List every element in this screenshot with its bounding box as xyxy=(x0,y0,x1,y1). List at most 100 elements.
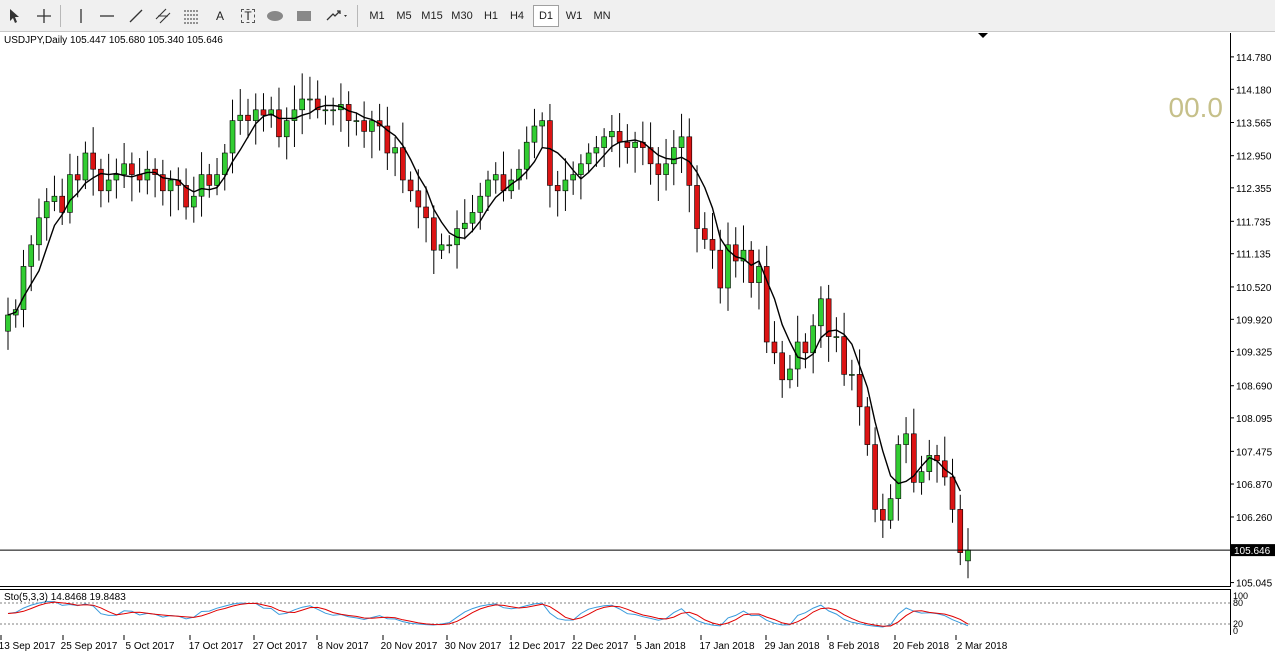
candle-body[interactable] xyxy=(887,498,894,521)
candle-body[interactable] xyxy=(36,217,42,246)
candle-body[interactable] xyxy=(361,120,367,132)
timeframe-w1-button[interactable]: W1 xyxy=(565,10,583,22)
candle-body[interactable] xyxy=(51,195,58,202)
cursor-tool[interactable] xyxy=(4,5,26,27)
candle-body[interactable] xyxy=(98,168,104,192)
candle-body[interactable] xyxy=(330,109,336,112)
candle-body[interactable] xyxy=(144,168,151,181)
candle-body[interactable] xyxy=(291,109,298,121)
candle-body[interactable] xyxy=(570,174,576,181)
candle-body[interactable] xyxy=(678,136,685,148)
price-chart-area[interactable] xyxy=(0,33,1231,587)
timeframe-d1-button[interactable]: D1 xyxy=(533,5,559,27)
candle-body[interactable] xyxy=(268,109,275,116)
candle-body[interactable] xyxy=(20,266,27,310)
candle-body[interactable] xyxy=(214,174,220,186)
candle-body[interactable] xyxy=(562,179,569,192)
rectangle-tool[interactable] xyxy=(293,5,315,27)
candle-body[interactable] xyxy=(353,120,360,122)
candle-body[interactable] xyxy=(787,368,793,381)
fibonacci-tool[interactable] xyxy=(180,5,202,27)
candle-body[interactable] xyxy=(221,152,228,175)
candle-body[interactable] xyxy=(740,249,747,262)
trendline-tool[interactable] xyxy=(125,5,147,27)
candle-body[interactable] xyxy=(322,109,329,112)
timeframe-m15-button[interactable]: M15 xyxy=(421,10,443,22)
candle-body[interactable] xyxy=(523,141,530,170)
candle-body[interactable] xyxy=(895,444,902,499)
candle-body[interactable] xyxy=(59,195,65,213)
candle-body[interactable] xyxy=(609,131,615,138)
candle-body[interactable] xyxy=(794,341,801,370)
candle-body[interactable] xyxy=(5,314,11,332)
candle-body[interactable] xyxy=(90,152,96,170)
candle-body[interactable] xyxy=(957,509,964,553)
candle-body[interactable] xyxy=(82,152,89,181)
candle-body[interactable] xyxy=(415,190,422,208)
timeframe-h4-button[interactable]: H4 xyxy=(509,10,525,22)
candle-body[interactable] xyxy=(276,109,282,138)
candle-body[interactable] xyxy=(601,136,607,148)
candle-body[interactable] xyxy=(856,374,863,408)
candle-body[interactable] xyxy=(949,476,956,510)
candle-body[interactable] xyxy=(833,336,840,338)
candle-body[interactable] xyxy=(113,174,120,181)
candle-body[interactable] xyxy=(554,185,561,192)
candle-body[interactable] xyxy=(911,433,917,483)
candle-body[interactable] xyxy=(461,222,468,229)
candle-body[interactable] xyxy=(400,147,406,181)
vertical-line-tool[interactable] xyxy=(70,5,92,27)
timeframe-m30-button[interactable]: M30 xyxy=(451,10,473,22)
candle-body[interactable] xyxy=(593,147,600,154)
candle-body[interactable] xyxy=(918,471,925,483)
candle-body[interactable] xyxy=(423,206,429,219)
candle-body[interactable] xyxy=(299,98,305,111)
candle-body[interactable] xyxy=(307,98,313,101)
candle-body[interactable] xyxy=(477,195,484,213)
candle-body[interactable] xyxy=(492,174,499,181)
candle-body[interactable] xyxy=(779,352,785,381)
candle-body[interactable] xyxy=(392,147,398,154)
candle-body[interactable] xyxy=(167,179,174,192)
candle-body[interactable] xyxy=(849,374,855,376)
text-label-tool[interactable]: T xyxy=(237,5,259,27)
candle-body[interactable] xyxy=(725,244,731,289)
candle-body[interactable] xyxy=(748,249,755,283)
candle-body[interactable] xyxy=(74,174,81,181)
candle-body[interactable] xyxy=(369,120,375,132)
candle-body[interactable] xyxy=(237,114,244,121)
candle-body[interactable] xyxy=(407,179,414,192)
candle-body[interactable] xyxy=(508,179,515,192)
candle-body[interactable] xyxy=(709,239,716,251)
candle-body[interactable] xyxy=(431,217,437,251)
candle-body[interactable] xyxy=(926,455,933,472)
candle-body[interactable] xyxy=(763,266,770,343)
candle-body[interactable] xyxy=(694,185,700,229)
candle-body[interactable] xyxy=(903,433,909,445)
chart-shift-marker[interactable] xyxy=(978,33,988,38)
candle-body[interactable] xyxy=(717,249,724,289)
candle-body[interactable] xyxy=(655,163,662,175)
candle-body[interactable] xyxy=(802,341,809,354)
candle-body[interactable] xyxy=(206,174,213,186)
candle-body[interactable] xyxy=(191,195,197,208)
candle-body[interactable] xyxy=(663,163,669,175)
candle-body[interactable] xyxy=(671,147,677,165)
candle-body[interactable] xyxy=(183,185,189,208)
candle-body[interactable] xyxy=(585,152,592,165)
candle-body[interactable] xyxy=(701,228,708,240)
candle-body[interactable] xyxy=(578,163,584,175)
ellipse-tool[interactable] xyxy=(264,5,286,27)
candle-body[interactable] xyxy=(516,168,522,181)
candle-body[interactable] xyxy=(469,212,476,224)
candle-body[interactable] xyxy=(500,174,507,192)
candle-body[interactable] xyxy=(67,174,73,213)
timeframe-m1-button[interactable]: M1 xyxy=(369,10,385,22)
candle-body[interactable] xyxy=(647,147,654,165)
candle-body[interactable] xyxy=(818,298,824,327)
candle-body[interactable] xyxy=(121,163,127,175)
candle-body[interactable] xyxy=(825,298,832,337)
timeframe-h1-button[interactable]: H1 xyxy=(483,10,499,22)
candle-body[interactable] xyxy=(384,125,391,154)
candle-body[interactable] xyxy=(732,244,739,262)
